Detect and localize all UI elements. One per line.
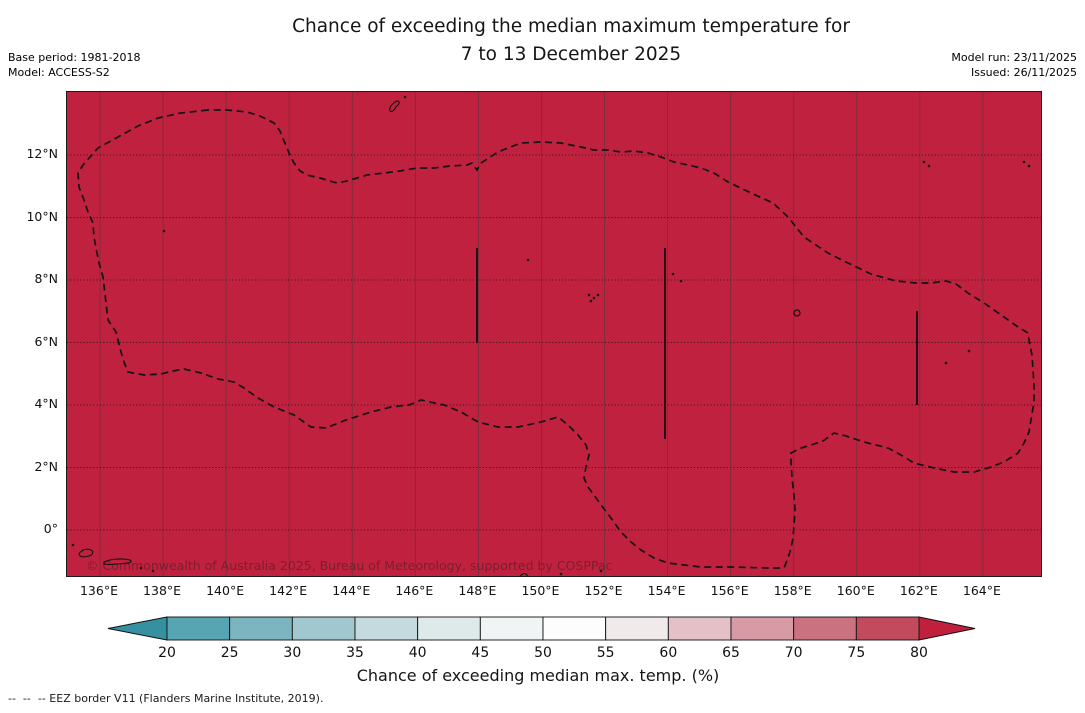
lon-tick-label: 140°E bbox=[206, 583, 245, 598]
lon-tick-label: 142°E bbox=[269, 583, 308, 598]
island-outline bbox=[519, 573, 528, 576]
island-dot bbox=[1022, 160, 1026, 164]
island-dot bbox=[559, 572, 563, 576]
colorbar-segment bbox=[793, 616, 857, 641]
colorbar-segment bbox=[479, 616, 544, 641]
island-dot bbox=[71, 543, 75, 547]
island-dot bbox=[922, 160, 926, 164]
lon-tick-label: 156°E bbox=[710, 583, 749, 598]
colorbar-tick-label: 65 bbox=[722, 645, 740, 661]
lat-tick-label: 10°N bbox=[26, 208, 58, 224]
chart-title-line1: Chance of exceeding the median maximum t… bbox=[292, 16, 850, 37]
lon-tick-label: 138°E bbox=[143, 583, 182, 598]
colorbar-segment bbox=[166, 616, 231, 641]
lon-tick-label: 164°E bbox=[962, 583, 1001, 598]
colorbar-tick-label: 60 bbox=[659, 645, 677, 661]
colorbar-segment bbox=[542, 616, 607, 641]
colorbar-over-arrow bbox=[918, 616, 976, 641]
colorbar-axis-label: Chance of exceeding median max. temp. (%… bbox=[356, 666, 720, 685]
island-dot bbox=[162, 229, 166, 233]
island-dot bbox=[927, 164, 931, 168]
lat-tick-label: 12°N bbox=[26, 146, 58, 161]
island-dot bbox=[592, 296, 596, 300]
boundary-segment-lines bbox=[476, 248, 918, 439]
island-dot bbox=[139, 566, 143, 570]
lon-tick-label: 148°E bbox=[458, 583, 497, 598]
map-plot-area: © Commonwealth of Australia 2025, Bureau… bbox=[66, 91, 1042, 577]
base-period-text: Base period: 1981-2018 bbox=[8, 51, 141, 64]
map-canvas: © Commonwealth of Australia 2025, Bureau… bbox=[67, 92, 1041, 576]
colorbar-tick-label: 45 bbox=[471, 645, 489, 661]
lon-tick-label: 146°E bbox=[395, 583, 434, 598]
colorbar-tick-label: 80 bbox=[910, 645, 928, 661]
colorbar-under-arrow bbox=[107, 616, 168, 641]
island-dot bbox=[671, 272, 675, 276]
colorbar-segment bbox=[855, 616, 920, 641]
lon-tick-label: 152°E bbox=[584, 583, 623, 598]
colorbar-tick-label: 70 bbox=[785, 645, 803, 661]
colorbar-tick-label: 40 bbox=[409, 645, 427, 661]
island-dot bbox=[589, 299, 593, 303]
island-dot bbox=[967, 349, 971, 353]
colorbar: 20 25 30 35 40 45 50 55 60 65 70 75 80 bbox=[107, 616, 976, 661]
colorbar-segment bbox=[229, 616, 293, 641]
lat-tick-label: 4°N bbox=[34, 396, 58, 411]
island-atoll-ring bbox=[793, 309, 801, 317]
island-dot bbox=[403, 95, 407, 99]
island-dot bbox=[944, 361, 948, 365]
colorbar-tick-label: 55 bbox=[597, 645, 615, 661]
colorbar-tick-labels: 20 25 30 35 40 45 50 55 60 65 70 75 80 bbox=[158, 645, 928, 661]
eez-legend-note: -- -- -- EEZ border V11 (Flanders Marine… bbox=[8, 692, 324, 705]
colorbar-segment bbox=[417, 616, 481, 641]
lon-tick-label: 154°E bbox=[647, 583, 686, 598]
lon-tick-label: 162°E bbox=[899, 583, 938, 598]
island-dot bbox=[599, 569, 603, 573]
colorbar-segment bbox=[605, 616, 669, 641]
lon-tick-label: 160°E bbox=[836, 583, 875, 598]
eez-border-path bbox=[77, 109, 1035, 569]
lon-tick-label: 144°E bbox=[332, 583, 371, 598]
lon-tick-label: 158°E bbox=[773, 583, 812, 598]
model-run-text: Model run: 23/11/2025 bbox=[951, 51, 1077, 64]
longitude-gridlines bbox=[99, 92, 984, 576]
lat-tick-label: 2°N bbox=[34, 458, 58, 474]
island-dot bbox=[587, 293, 591, 297]
lat-tick-label: 0° bbox=[43, 521, 58, 536]
lat-tick-label: 6°N bbox=[34, 333, 58, 349]
lon-tick-label: 136°E bbox=[79, 583, 118, 598]
colorbar-body bbox=[107, 616, 976, 641]
colorbar-segment bbox=[667, 616, 732, 641]
colorbar-segment bbox=[354, 616, 419, 641]
chart-title: Chance of exceeding the median maximum t… bbox=[292, 13, 850, 69]
lat-tick-label: 8°N bbox=[34, 271, 58, 286]
island-dot bbox=[1027, 164, 1031, 168]
model-text: Model: ACCESS-S2 bbox=[8, 65, 110, 79]
island-dot bbox=[526, 258, 530, 262]
copyright-watermark: © Commonwealth of Australia 2025, Bureau… bbox=[86, 558, 612, 573]
chart-title-line2: 7 to 13 December 2025 bbox=[460, 44, 682, 65]
island-outline bbox=[389, 100, 400, 113]
lon-tick-label: 150°E bbox=[521, 583, 560, 598]
meta-left: Base period: 1981-2018 Model: ACCESS-S2 bbox=[8, 51, 140, 80]
island-dot bbox=[596, 293, 600, 297]
latitude-gridlines bbox=[67, 154, 1041, 531]
island-dot bbox=[151, 569, 155, 573]
colorbar-segment bbox=[291, 616, 356, 641]
colorbar-tick-label: 30 bbox=[283, 645, 301, 661]
eez-border-dashed-line bbox=[77, 109, 1035, 569]
colorbar-segment bbox=[730, 616, 795, 641]
island-coastlines bbox=[71, 95, 1031, 576]
colorbar-tick-label: 50 bbox=[534, 645, 552, 661]
island-outline bbox=[78, 548, 94, 558]
colorbar-tick-label: 75 bbox=[847, 645, 865, 661]
colorbar-tick-label: 25 bbox=[221, 645, 239, 661]
island-outline bbox=[103, 558, 132, 565]
colorbar-tick-label: 20 bbox=[158, 645, 176, 661]
island-dot bbox=[679, 279, 683, 283]
issued-text: Issued: 26/11/2025 bbox=[970, 65, 1077, 79]
colorbar-tick-label: 35 bbox=[346, 645, 364, 661]
meta-right: Model run: 23/11/2025 Issued: 26/11/2025 bbox=[951, 51, 1077, 80]
